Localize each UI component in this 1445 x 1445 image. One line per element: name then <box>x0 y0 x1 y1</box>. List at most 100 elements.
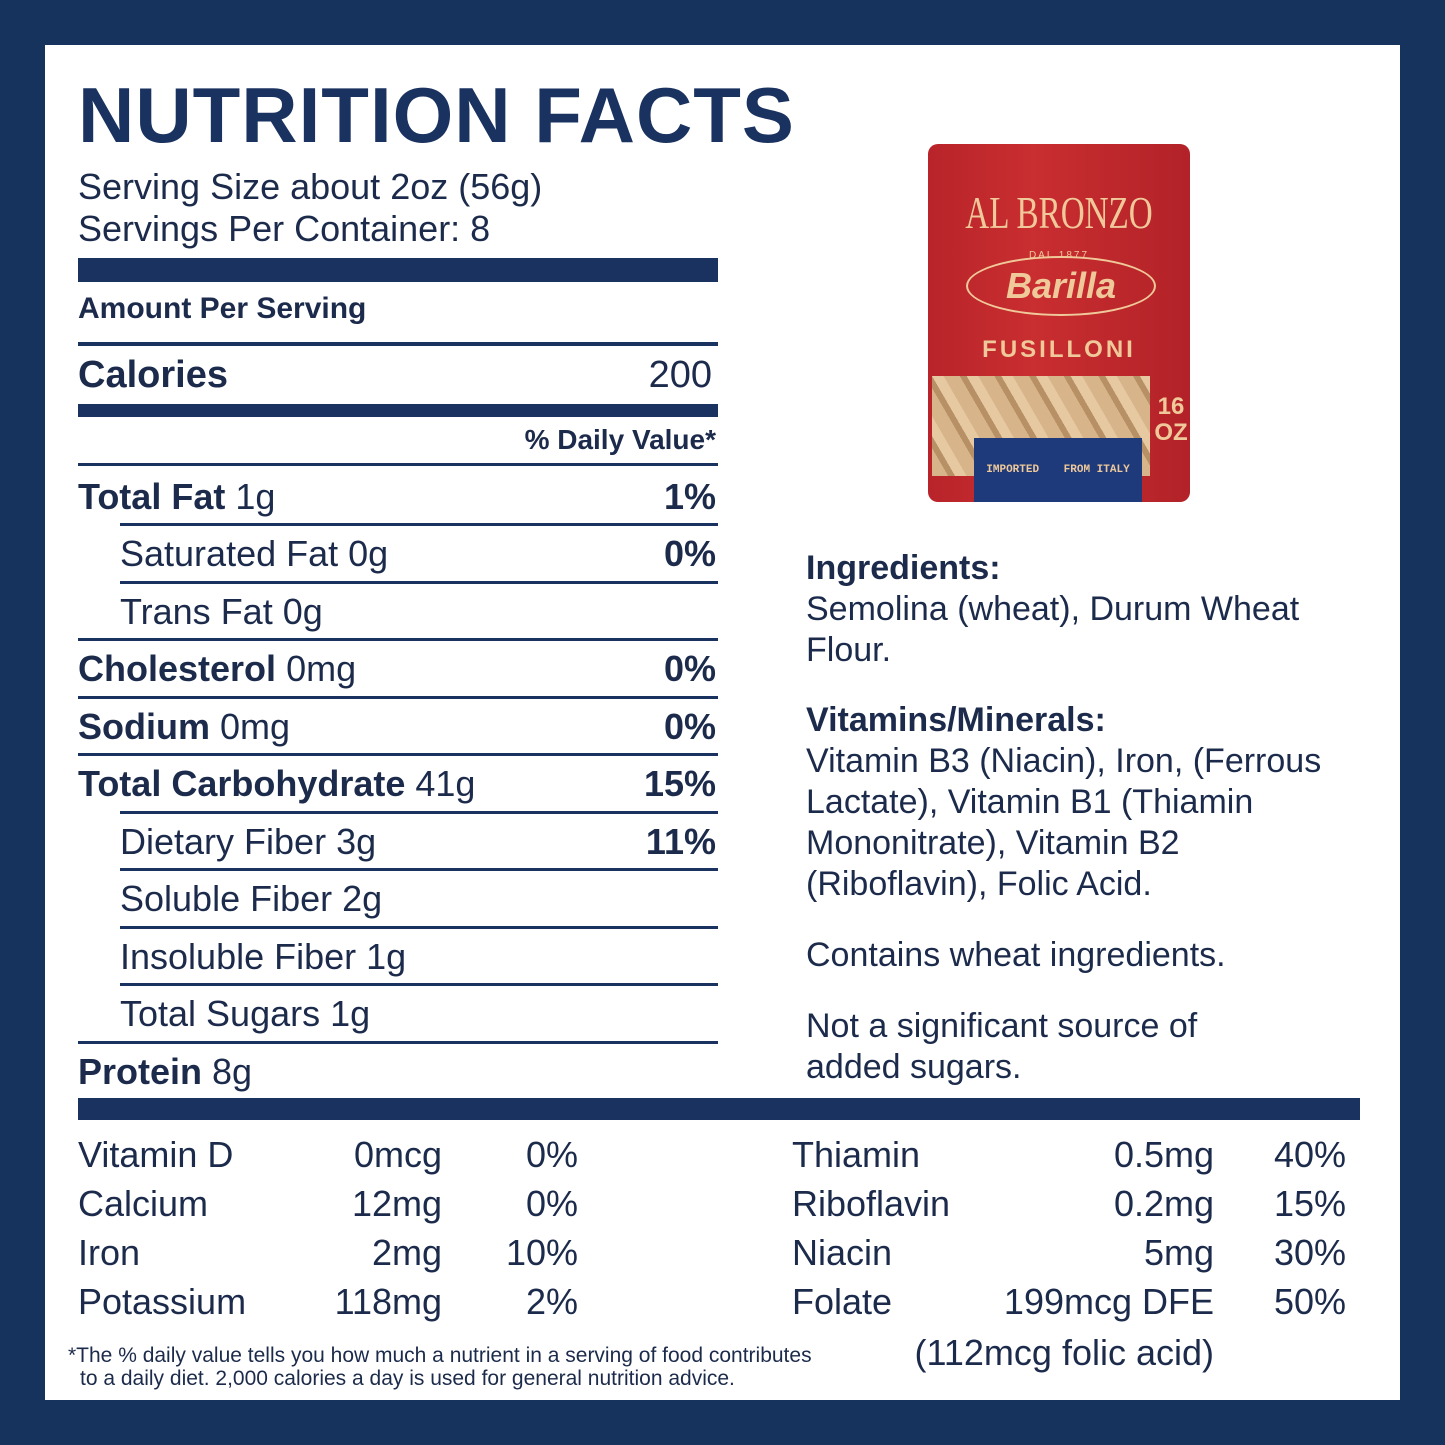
added-sugars-note: Not a significant source of added sugars… <box>806 1007 1198 1086</box>
imported-badge: IMPORTED FROM ITALY <box>974 438 1142 502</box>
divider-thick <box>78 258 718 282</box>
nutrient-row: Trans Fat 0g <box>120 583 716 640</box>
ingredients-text: Semolina (wheat), Durum Wheat Flour. <box>806 590 1300 669</box>
nutrient-label: Dietary Fiber 3g <box>120 821 376 863</box>
vitamins-text: Vitamin B3 (Niacin), Iron, (Ferrous Lact… <box>806 742 1322 903</box>
nutrient-amount: 0g <box>348 533 389 574</box>
nutrient-dv: 15% <box>643 763 716 804</box>
nutrient-name: Soluble Fiber <box>120 878 333 919</box>
micronutrient-name: Folate <box>792 1281 893 1322</box>
nutrient-dv: 1% <box>663 475 716 517</box>
micronutrient-dv: 2% <box>525 1281 578 1322</box>
divider <box>78 463 718 466</box>
micronutrient-amount: 5mg <box>1143 1232 1214 1273</box>
imported-text: IMPORTED <box>986 464 1040 476</box>
product-package-image: AL BRONZO DAL 1877 Barilla FUSILLONI 16 … <box>928 144 1190 502</box>
nutrient-row: Total Sugars 1g <box>120 986 716 1043</box>
row-divider <box>120 925 718 929</box>
nutrient-row: Total Fat 1g 1% <box>78 468 716 525</box>
nutrient-name: Total Fat <box>78 475 226 517</box>
nutrient-dv: 11% <box>645 820 716 862</box>
nutrient-label: Cholesterol 0mg <box>78 648 356 690</box>
ingredients-section: Ingredients: Semolina (wheat), Durum Whe… <box>806 548 1366 671</box>
nutrient-name: Sodium <box>78 705 210 747</box>
micronutrient-dv: 10% <box>505 1232 578 1273</box>
nutrient-amount: 0mg <box>220 705 291 747</box>
nutrient-name: Insoluble Fiber <box>120 935 357 977</box>
row-divider <box>78 638 718 641</box>
nutrient-amount: 41g <box>415 763 476 804</box>
micronutrient-amount: 0mcg <box>353 1134 442 1175</box>
daily-value-header: % Daily Value* <box>524 424 716 455</box>
nutrient-name: Trans Fat <box>120 590 273 632</box>
from-italy-text: FROM ITALY <box>1063 464 1130 476</box>
micronutrient-name: Niacin <box>792 1232 893 1273</box>
micronutrient-name: Thiamin <box>792 1134 921 1175</box>
row-divider <box>120 810 718 814</box>
nutrient-amount: 2g <box>342 878 383 919</box>
micronutrient-name: Vitamin D <box>78 1134 234 1175</box>
micronutrient-dv: 0% <box>525 1134 578 1175</box>
micronutrient-name: Iron <box>78 1232 141 1273</box>
micronutrient-name: Calcium <box>78 1183 209 1224</box>
divider <box>78 342 718 346</box>
nutrient-row: Saturated Fat 0g 0% <box>120 526 716 583</box>
package-brand: AL BRONZO <box>965 187 1153 238</box>
servings-per-container: Servings Per Container: 8 <box>78 208 491 249</box>
micronutrient-dv: 50% <box>1273 1281 1346 1322</box>
nutrient-name: Protein <box>78 1050 203 1092</box>
nutrient-row: Insoluble Fiber 1g <box>120 928 716 985</box>
nutrient-name: Cholesterol <box>78 648 277 689</box>
nutrient-label: Total Fat 1g <box>78 476 275 518</box>
row-divider <box>78 695 718 699</box>
nutrient-label: Total Carbohydrate 41g <box>78 763 475 805</box>
micronutrient-amount: 0.5mg <box>1113 1134 1214 1175</box>
allergen-statement: Contains wheat ingredients. <box>806 936 1226 974</box>
micronutrient-amount: 118mg <box>334 1281 442 1322</box>
amount-per-serving: Amount Per Serving <box>78 292 367 325</box>
divider-medium <box>78 404 718 417</box>
folic-acid-note: (112mcg folic acid) <box>914 1332 1214 1373</box>
micronutrient-amount: 2mg <box>371 1232 442 1273</box>
nutrient-amount: 3g <box>336 820 377 862</box>
micronutrient-amount: 12mg <box>351 1183 442 1224</box>
ingredients-heading: Ingredients: <box>806 549 1001 587</box>
calories-value: 200 <box>648 354 712 396</box>
nutrient-name: Dietary Fiber <box>120 820 327 862</box>
vitamins-heading: Vitamins/Minerals: <box>806 701 1106 739</box>
page-title: NUTRITION FACTS <box>78 71 795 159</box>
micronutrient-amount: 199mcg DFE <box>1003 1281 1214 1322</box>
row-divider <box>78 753 718 756</box>
nutrient-amount: 1g <box>330 993 371 1034</box>
footnote-line-1: *The % daily value tells you how much a … <box>68 1344 812 1367</box>
row-divider <box>120 983 718 986</box>
micronutrient-dv: 15% <box>1273 1183 1346 1224</box>
micronutrient-dv: 40% <box>1273 1134 1346 1175</box>
package-product: FUSILLONI <box>982 336 1136 363</box>
nutrient-name: Saturated Fat <box>120 533 339 574</box>
nutrient-label: Sodium 0mg <box>78 706 290 748</box>
nutrient-name: Total Carbohydrate <box>78 763 406 804</box>
serving-size: Serving Size about 2oz (56g) <box>78 166 543 207</box>
footnote-line-2: to a daily diet. 2,000 calories a day is… <box>80 1367 735 1390</box>
nutrient-row: Protein 8g <box>78 1043 716 1100</box>
package-maker-logo: Barilla <box>966 256 1156 316</box>
nutrient-amount: 8g <box>212 1050 253 1092</box>
nutrient-label: Total Sugars 1g <box>120 993 370 1035</box>
nutrient-row: Sodium 0mg 0% <box>78 698 716 755</box>
vitamins-section: Vitamins/Minerals: Vitamin B3 (Niacin), … <box>806 700 1366 905</box>
row-divider <box>120 868 718 871</box>
nutrient-label: Insoluble Fiber 1g <box>120 936 406 978</box>
row-divider <box>78 1040 718 1044</box>
calories-label: Calories <box>78 354 228 396</box>
nutrient-amount: 0mg <box>286 648 357 689</box>
micronutrient-dv: 0% <box>525 1183 578 1224</box>
nutrient-dv: 0% <box>663 648 716 689</box>
row-divider <box>120 580 718 584</box>
micronutrient-dv: 30% <box>1273 1232 1346 1273</box>
nutrient-label: Soluble Fiber 2g <box>120 878 382 920</box>
calories-row: Calories 200 <box>78 354 712 397</box>
package-size: 16 OZ <box>1154 393 1188 446</box>
nutrient-name: Total Sugars <box>120 993 321 1034</box>
nutrient-row: Cholesterol 0mg 0% <box>78 641 716 698</box>
